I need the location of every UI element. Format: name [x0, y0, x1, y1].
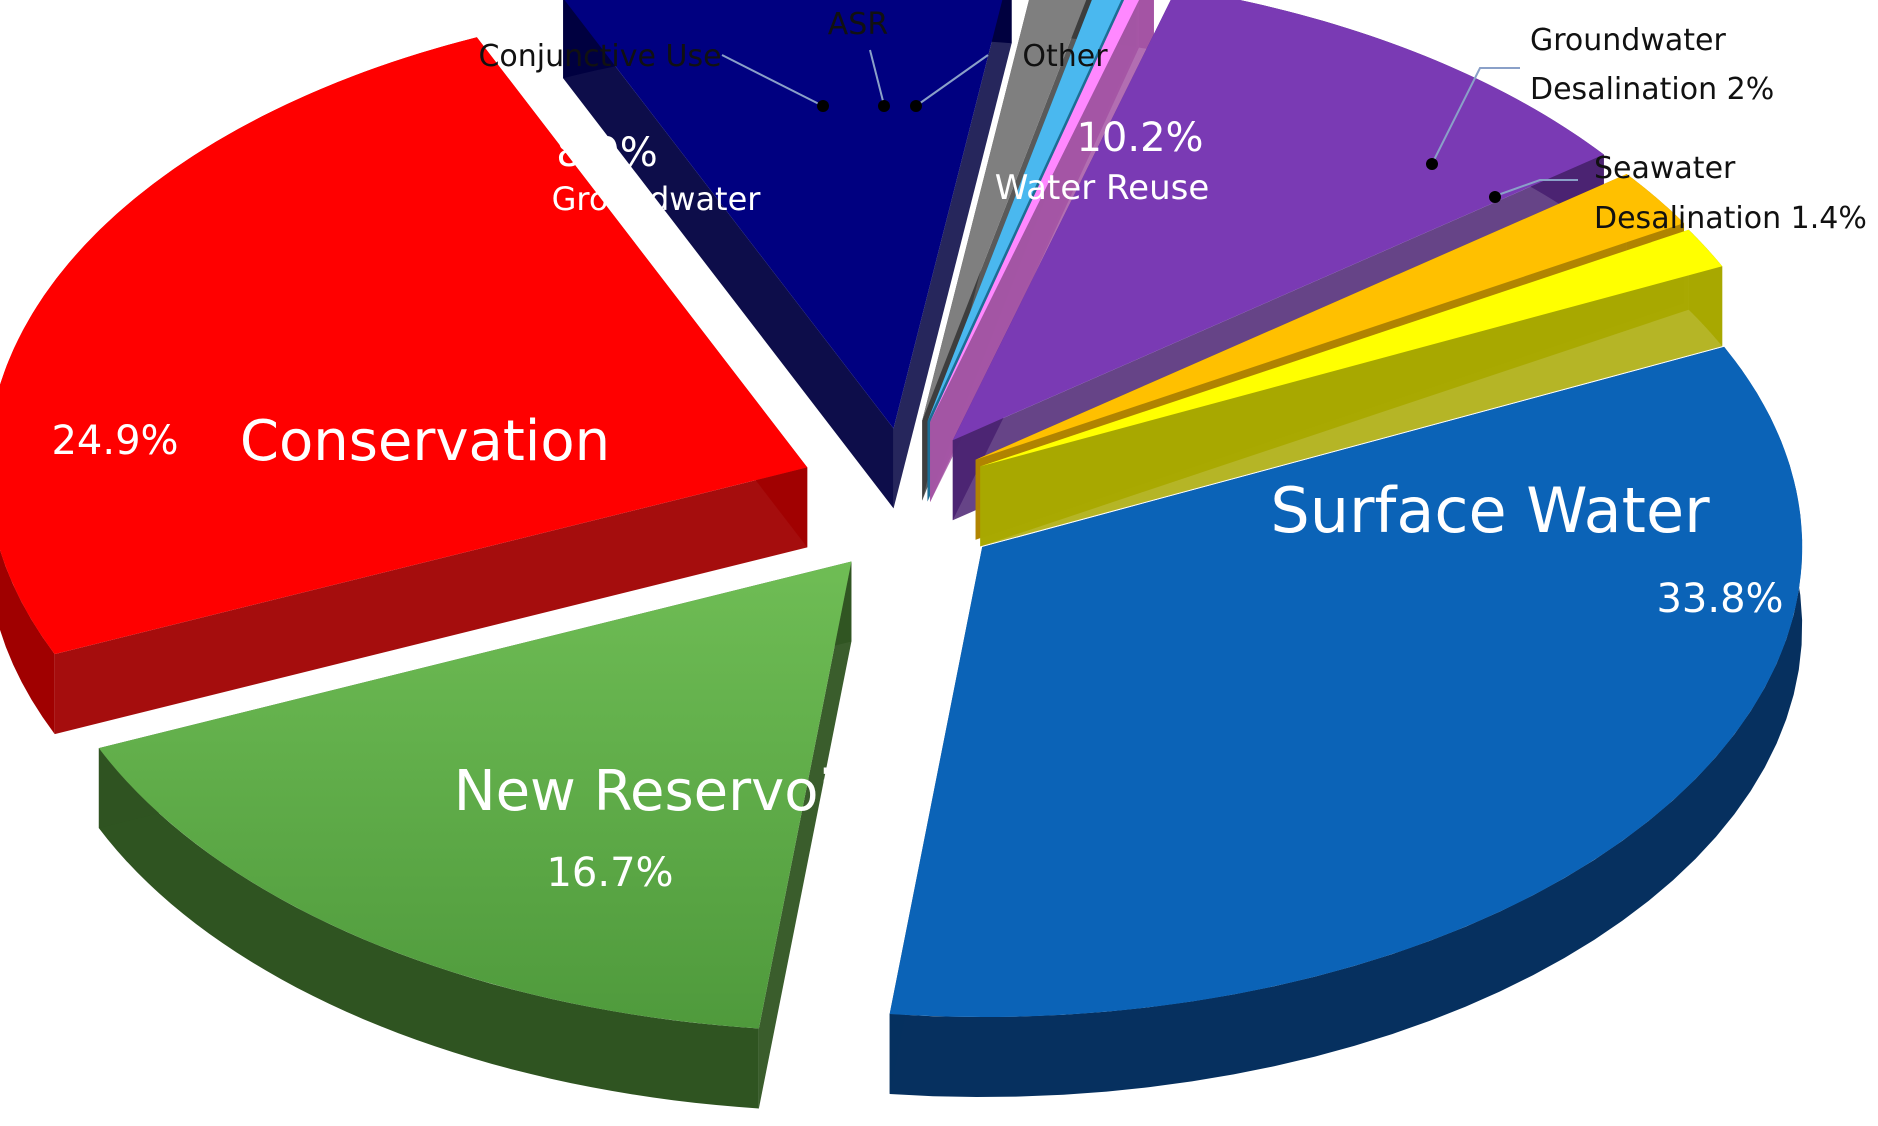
- slice-groundwater: [563, 0, 1012, 509]
- slice-top-groundwater: [564, 0, 1003, 429]
- gw-desal-label-line1: Groundwater: [1530, 23, 1726, 58]
- slice-surface-water: [889, 346, 1803, 1098]
- surface-water-label: Surface Water: [1270, 474, 1710, 547]
- gw-desal-leader-line: [1431, 67, 1520, 165]
- slice-top-new-reservoirs: [98, 561, 852, 1029]
- slice-side-surface-water: [889, 346, 1803, 1098]
- slice-top-conjunctive-use: [922, 0, 1087, 421]
- sw-desal-marker: [1489, 191, 1501, 203]
- other-marker: [910, 100, 922, 112]
- surface-water-value: 33.8%: [1656, 576, 1783, 622]
- asr-marker: [878, 100, 890, 112]
- slice-top-conservation: [0, 37, 808, 655]
- conjunctive-use-label: Conjunctive Use: [478, 39, 721, 74]
- labels-layer: Surface Water 33.8% New Reservoirs 16.7%…: [51, 7, 1866, 896]
- slice-top-seawater-desalination: [980, 229, 1723, 467]
- asr-leader-line: [869, 49, 885, 106]
- other-label: Other: [1022, 39, 1108, 74]
- groundwater-label: Groundwater: [552, 180, 762, 218]
- new-reservoirs-value: 16.7%: [546, 850, 673, 896]
- slice-conservation: [0, 37, 808, 735]
- slice-wall-seawater-desalination: [980, 266, 1723, 547]
- conservation-value: 24.9%: [51, 418, 178, 464]
- callouts-layer: [721, 49, 1578, 203]
- groundwater-value: 8.9%: [556, 130, 658, 176]
- slices-layer: [0, 0, 1803, 1109]
- slice-top-surface-water: [889, 346, 1803, 1018]
- slice-side-new-reservoirs: [98, 748, 759, 1109]
- conjunctive-use-leader-line: [721, 54, 824, 107]
- sw-desal-label-line2: Desalination 1.4%: [1594, 201, 1867, 236]
- asr-label: ASR: [828, 7, 888, 42]
- slice-wall-new-reservoirs: [758, 561, 852, 1109]
- gw-desal-label-line2: Desalination 2%: [1530, 72, 1774, 107]
- conservation-label: Conservation: [240, 409, 610, 474]
- sw-desal-leader-line: [1494, 179, 1578, 197]
- water-reuse-value: 10.2%: [1076, 115, 1203, 161]
- other-leader-line: [915, 54, 989, 107]
- slice-top-groundwater-desalination: [975, 174, 1685, 460]
- sw-desal-label-line1: Seawater: [1594, 151, 1736, 186]
- slice-seawater-desalination: [980, 229, 1723, 547]
- slice-wall-groundwater: [563, 0, 894, 509]
- slice-wall-conservation: [54, 467, 808, 735]
- slice-top-water-reuse: [952, 0, 1604, 441]
- water-reuse-label: Water Reuse: [995, 168, 1210, 208]
- slice-new-reservoirs: [98, 561, 852, 1109]
- slice-top-asr: [927, 0, 1122, 422]
- slice-wall-groundwater: [893, 0, 1012, 509]
- conjunctive-use-marker: [817, 100, 829, 112]
- new-reservoirs-label: New Reservoirs: [454, 759, 887, 824]
- gw-desal-marker: [1426, 158, 1438, 170]
